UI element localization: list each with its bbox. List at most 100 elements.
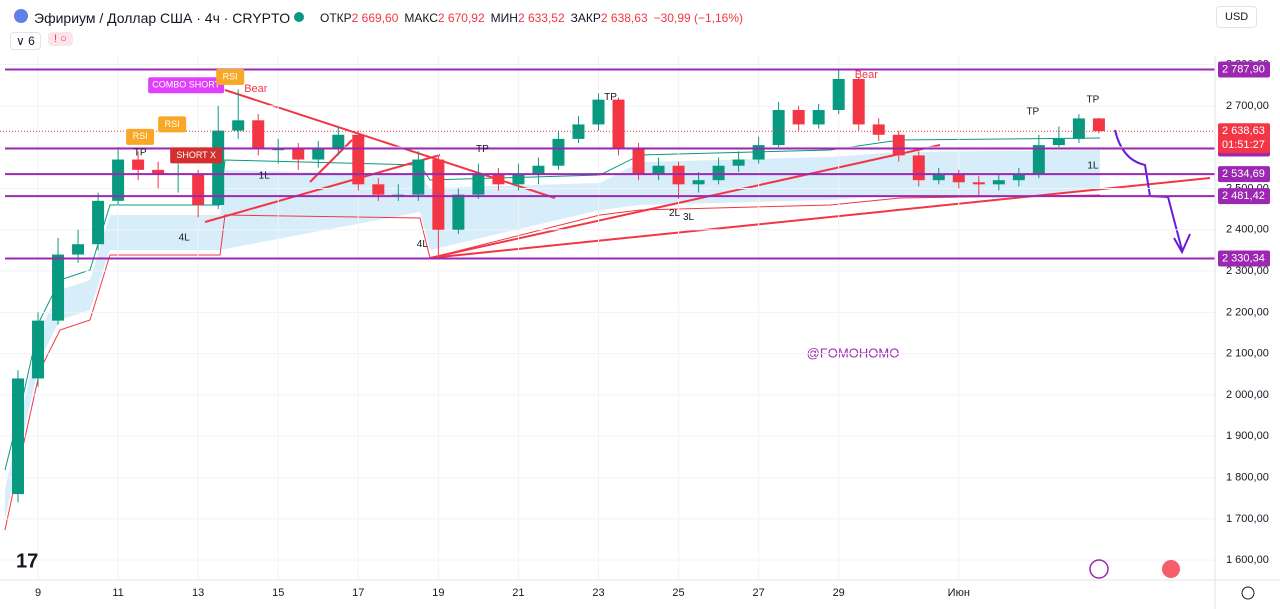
status-dot <box>294 12 304 22</box>
annotation: TP <box>1087 94 1100 105</box>
candle <box>312 140 325 168</box>
candle-body <box>692 180 705 185</box>
last-price-bg <box>1218 123 1270 154</box>
icon-flash[interactable] <box>1089 559 1109 579</box>
annotation: Bear <box>244 83 268 95</box>
candle-body <box>1072 118 1085 139</box>
annotation: TP <box>134 148 147 159</box>
x-tick-label: 13 <box>192 587 204 599</box>
hand-drawn-arrow <box>1114 129 1191 255</box>
x-tick-label: 11 <box>112 587 123 599</box>
candle-body <box>852 78 865 125</box>
header: Эфириум / Доллар США · 4ч · CRYPTO ОТКР2… <box>0 0 1280 56</box>
candle <box>1032 134 1045 179</box>
candle <box>852 76 865 131</box>
plot: COMBO SHORT SHORT X RSI RSI RSI Bear Bear TP TP T… <box>0 56 1215 580</box>
annotation: RSI <box>165 119 180 129</box>
x-tick-label: 21 <box>512 587 524 599</box>
alert-badge[interactable]: ! ○ <box>48 32 73 46</box>
last-price-label: 2 638,63 <box>1222 125 1265 137</box>
icon-flag[interactable] <box>1162 560 1180 578</box>
annotation-badge <box>170 147 223 164</box>
candle-body <box>612 99 625 150</box>
candle <box>772 101 785 148</box>
candle-body <box>812 109 825 125</box>
candle-body <box>912 155 925 181</box>
candle-body <box>412 159 425 195</box>
x-tick-label: 19 <box>432 587 444 599</box>
indicator-count[interactable]: ∨ 6 <box>10 32 41 50</box>
symbol-title[interactable]: Эфириум / Доллар США · 4ч · CRYPTO <box>34 10 291 26</box>
candle-body <box>212 130 225 205</box>
y-tick-label: 1 600,00 <box>1226 554 1269 566</box>
candle-body <box>232 120 245 131</box>
candle <box>552 130 565 170</box>
candle <box>1052 126 1065 148</box>
level-label-bg <box>1218 166 1270 183</box>
x-tick-label: 25 <box>672 587 684 599</box>
level-label-bg <box>1218 61 1270 78</box>
candle-body <box>1012 173 1025 181</box>
candle-body <box>152 169 165 174</box>
candle-body <box>452 194 465 230</box>
candle-body <box>132 159 145 170</box>
candle-body <box>472 173 485 195</box>
x-tick-label: 17 <box>352 587 364 599</box>
y-tick-label: 1 700,00 <box>1226 513 1269 525</box>
x-tick-label: 29 <box>833 587 845 599</box>
annotation: TP <box>604 92 617 103</box>
cloud-band <box>5 150 1100 520</box>
candle-body <box>1052 138 1065 146</box>
candle-body <box>932 173 945 181</box>
level-label: 2 481,42 <box>1222 190 1265 202</box>
ohlc-value: 2 669,60 <box>351 11 399 25</box>
annotation-badge <box>148 77 225 94</box>
candle-body <box>792 109 805 125</box>
candle-body <box>892 134 905 156</box>
candle-body <box>72 244 85 255</box>
candle-body <box>1032 145 1045 174</box>
candle <box>612 97 625 156</box>
candle-body <box>512 173 525 185</box>
tv-logo: 17 <box>16 550 38 572</box>
ohlc-label: ОТКР <box>320 11 352 25</box>
currency[interactable]: USD <box>1216 6 1258 28</box>
candle <box>12 370 25 503</box>
candle-body <box>952 173 965 183</box>
candle <box>432 155 445 259</box>
candle-body <box>92 200 105 245</box>
y-tick-label: 2 400,00 <box>1226 224 1269 236</box>
x-tick-label: 15 <box>272 587 284 599</box>
annotation-badge <box>126 128 155 145</box>
candle <box>892 130 905 162</box>
candle <box>412 151 425 201</box>
candle <box>972 176 985 197</box>
candle <box>572 116 585 144</box>
candle-body <box>652 165 665 174</box>
level-label: 2 787,90 <box>1222 63 1265 75</box>
candle-body <box>312 149 325 160</box>
candle <box>1012 167 1025 187</box>
y-tick-label: 1 800,00 <box>1226 471 1269 483</box>
candle <box>72 229 85 263</box>
x-tick-label: 27 <box>752 587 764 599</box>
icon-settings[interactable] <box>1241 586 1255 600</box>
ohlc-label: ЗАКР <box>570 11 601 25</box>
y-tick-label: 2 200,00 <box>1226 306 1269 318</box>
candle-body <box>332 134 345 150</box>
candle-body <box>872 124 885 135</box>
ohlc-value: 2 633,52 <box>517 11 565 25</box>
candle <box>92 192 105 251</box>
candle <box>952 169 965 189</box>
x-tick-label: 9 <box>35 587 41 599</box>
annotation: TP <box>476 144 489 155</box>
symbol-icon <box>14 9 28 23</box>
annotation: RSI <box>133 131 148 141</box>
ohlc-label: МАКС <box>404 11 438 25</box>
level-label-bg <box>1218 188 1270 205</box>
annotation: 1L <box>1087 160 1099 171</box>
y-tick-label: 1 900,00 <box>1226 430 1269 442</box>
annotation: 4L <box>417 239 429 250</box>
candle-body <box>12 378 25 495</box>
